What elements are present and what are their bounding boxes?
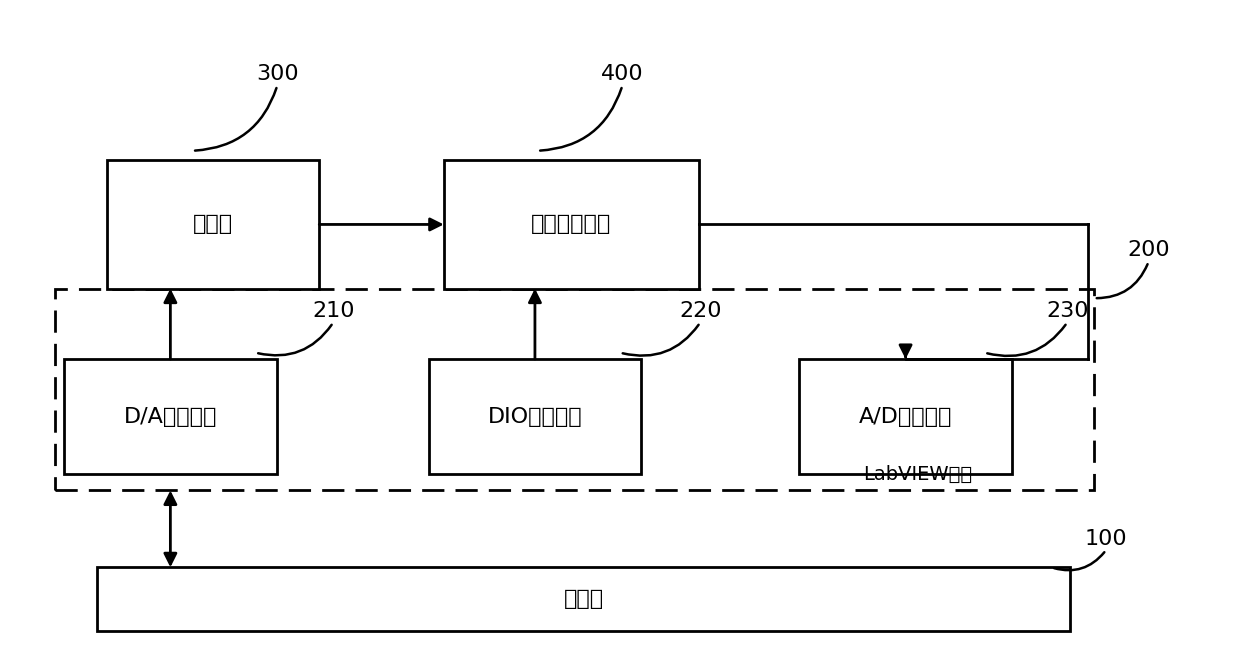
Bar — [429, 359, 641, 474]
Text: 100: 100 — [1085, 528, 1127, 549]
Text: LabVIEW板卡: LabVIEW板卡 — [863, 465, 972, 484]
Text: 230: 230 — [1047, 301, 1089, 321]
Text: 210: 210 — [312, 301, 355, 321]
Text: DIO信号模块: DIO信号模块 — [487, 407, 583, 426]
Text: 缓冲级: 缓冲级 — [193, 215, 233, 234]
Text: 200: 200 — [1127, 240, 1169, 260]
Text: A/D转换模块: A/D转换模块 — [859, 407, 952, 426]
Bar — [64, 359, 277, 474]
Text: 上位机: 上位机 — [563, 589, 604, 610]
Bar — [107, 160, 319, 288]
Bar — [98, 567, 1070, 632]
Text: 220: 220 — [680, 301, 722, 321]
Bar — [55, 288, 1094, 490]
Bar — [444, 160, 699, 288]
Text: 300: 300 — [255, 64, 299, 84]
Text: 硬件测量电路: 硬件测量电路 — [531, 215, 611, 234]
Text: D/A转换模块: D/A转换模块 — [124, 407, 217, 426]
Text: 400: 400 — [601, 64, 644, 84]
Bar — [800, 359, 1012, 474]
